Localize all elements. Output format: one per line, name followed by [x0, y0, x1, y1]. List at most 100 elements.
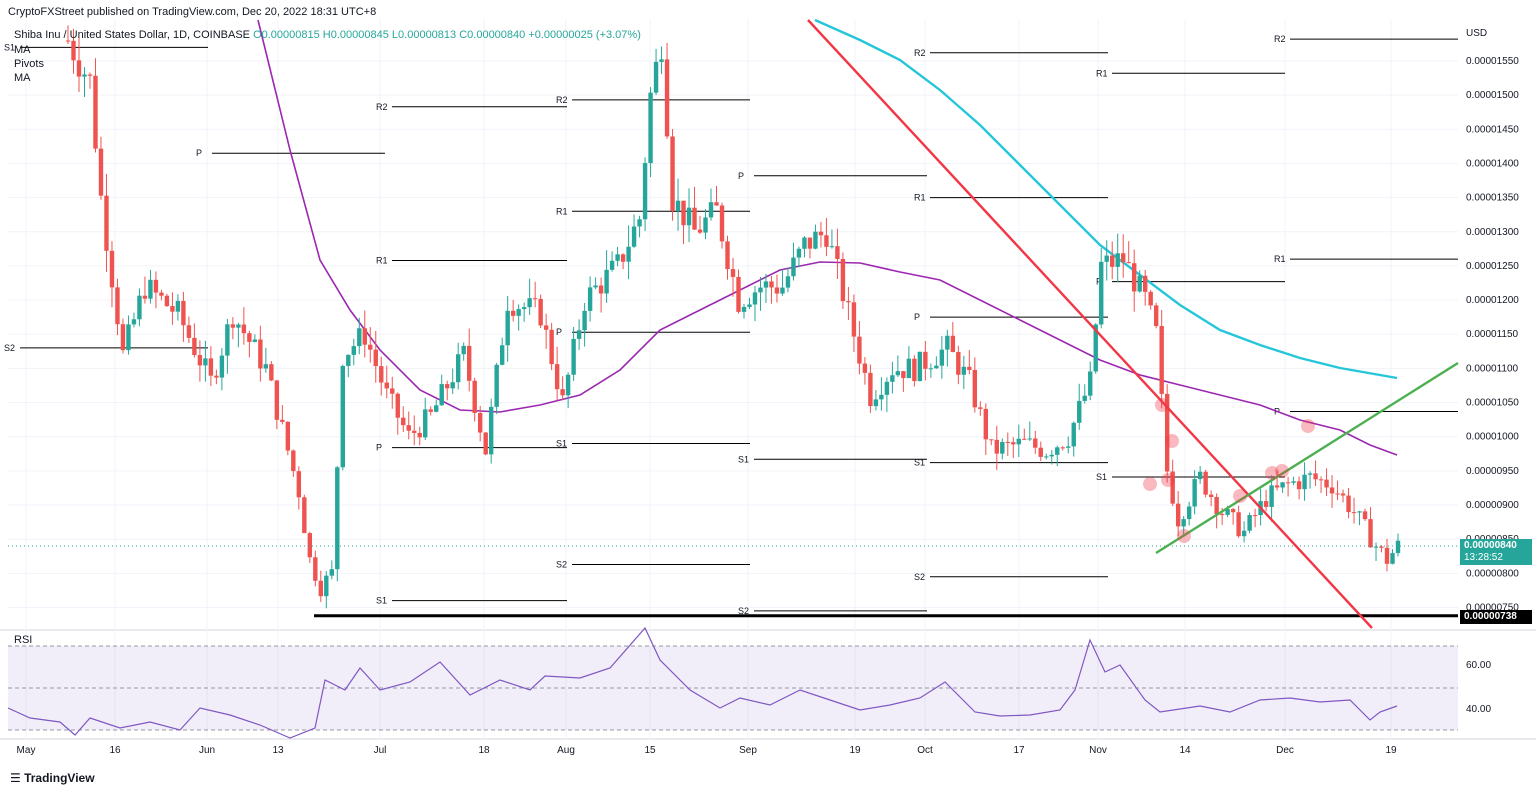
touch-marker: [1177, 529, 1191, 543]
candle-body: [664, 59, 670, 137]
candle-body: [1368, 519, 1373, 548]
pivot-label: P: [376, 443, 382, 453]
candle-body: [1263, 501, 1269, 507]
candle-body: [494, 364, 499, 407]
candle-body: [538, 298, 543, 326]
candle-body: [1236, 512, 1241, 537]
candle-body: [1335, 493, 1340, 495]
candle-body: [1208, 494, 1214, 498]
candle-body: [1379, 546, 1384, 548]
pivot-label: P: [556, 327, 562, 337]
candle-body: [335, 467, 340, 570]
candle-body: [159, 292, 164, 296]
candle-body: [802, 237, 807, 249]
candle-body: [978, 407, 983, 409]
ma-100-line: [814, 18, 1398, 380]
x-tick-label: 17: [1013, 745, 1025, 756]
candle-body: [488, 406, 494, 455]
candle-body: [406, 425, 411, 431]
candle-body: [648, 92, 653, 164]
candle-body: [807, 237, 813, 249]
candle-body: [752, 292, 758, 305]
candle-body: [763, 281, 769, 288]
y-tick-label: 0.00001200: [1466, 295, 1519, 306]
candle-body: [1346, 495, 1351, 513]
candle-body: [857, 336, 862, 364]
x-tick-label: Oct: [917, 745, 933, 756]
candle-body: [532, 298, 538, 300]
candle-body: [1175, 503, 1181, 527]
candle-body: [1302, 474, 1307, 490]
y-tick-label: 0.00001150: [1466, 329, 1519, 340]
candle-body: [516, 309, 521, 316]
candle-body: [1126, 262, 1131, 264]
rsi-label: RSI: [14, 634, 33, 646]
candle-body: [934, 365, 939, 369]
bar-countdown: 13:28:52: [1464, 552, 1503, 563]
candle-body: [884, 381, 890, 395]
candle-body: [681, 200, 686, 226]
indicator-ma-2[interactable]: MA: [14, 72, 31, 84]
candle-body: [1373, 546, 1379, 548]
rsi-pane: 60.00 40.00: [7, 626, 1491, 739]
candle-body: [1159, 326, 1164, 394]
candle-body: [181, 300, 186, 326]
pivot-label: S1: [4, 42, 15, 52]
candle-body: [923, 351, 928, 369]
candle-body: [472, 380, 477, 413]
pivot-label: S1: [376, 596, 387, 606]
rsi-tick-label: 40.00: [1466, 704, 1491, 715]
pivot-label: S1: [738, 454, 749, 464]
candle-body: [131, 319, 137, 325]
candle-body: [901, 371, 906, 379]
candle-body: [747, 304, 752, 307]
candle-body: [1077, 400, 1082, 423]
candle-body: [428, 409, 433, 412]
candle-body: [675, 200, 681, 211]
y-tick-label: 0.00001300: [1466, 227, 1519, 238]
y-tick-label: 0.00001500: [1466, 90, 1519, 101]
candle-body: [1110, 255, 1115, 267]
x-tick-label: Jul: [374, 745, 387, 756]
y-tick-label: 0.00001550: [1466, 56, 1519, 67]
indicator-pivots[interactable]: Pivots: [14, 58, 44, 70]
candle-body: [736, 276, 741, 312]
candle-body: [967, 366, 972, 370]
pivot-label: P: [914, 312, 920, 322]
candle-body: [1104, 255, 1109, 262]
touch-marker: [1143, 477, 1157, 491]
candle-body: [1307, 473, 1313, 475]
x-tick-label: 15: [644, 745, 656, 756]
y-tick-label: 0.00001400: [1466, 158, 1519, 169]
pivot-label: S2: [4, 343, 15, 353]
candle-body: [554, 364, 560, 390]
candle-body: [1000, 441, 1005, 454]
candle-body: [1142, 275, 1148, 292]
candle-body: [1038, 447, 1043, 457]
candle-body: [1148, 291, 1153, 306]
indicator-ma-1[interactable]: MA: [14, 44, 31, 56]
candle-body: [214, 375, 219, 378]
candle-body: [598, 285, 604, 294]
rsi-line: [7, 626, 1398, 739]
pivot-label: R2: [376, 102, 388, 112]
candle-body: [719, 205, 725, 242]
uptrend-line: [1155, 361, 1459, 555]
candle-body: [1099, 261, 1104, 325]
candle-body: [928, 368, 934, 370]
candle-body: [93, 75, 98, 149]
candle-body: [813, 231, 818, 249]
tradingview-logo[interactable]: ☰ TradingView: [10, 771, 95, 785]
candle-body: [631, 226, 637, 247]
candle-body: [1115, 253, 1120, 267]
candle-body: [620, 254, 626, 262]
candle-body: [868, 372, 873, 407]
candle-body: [445, 384, 450, 389]
pivot-label: R1: [376, 255, 388, 265]
pivot-label: R2: [914, 48, 926, 58]
x-tick-label: Nov: [1089, 745, 1107, 756]
candle-body: [219, 355, 225, 378]
candle-body: [1247, 515, 1252, 531]
candle-body: [477, 412, 483, 433]
